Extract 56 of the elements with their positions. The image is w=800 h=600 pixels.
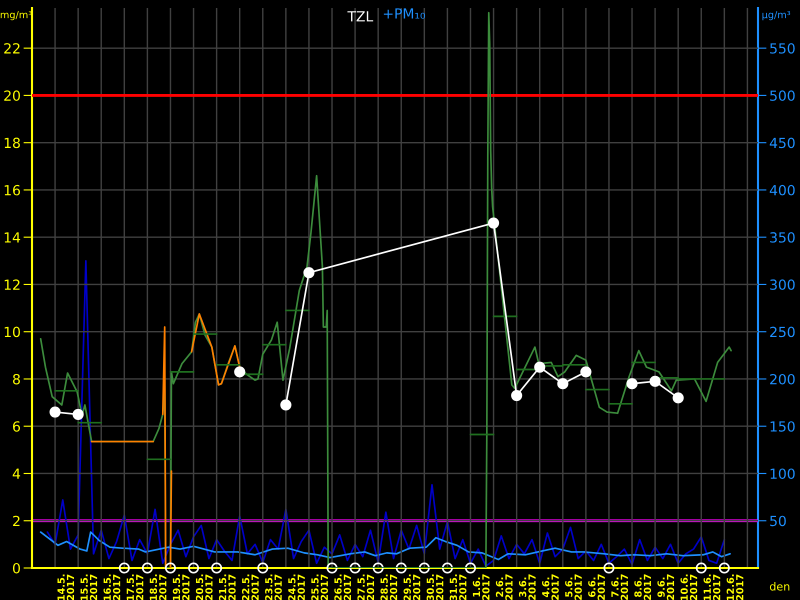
y2-tick-label: 150 <box>770 421 795 432</box>
x-tick-label: 26.5. 2017 <box>334 574 352 600</box>
y-tick-label: 10 <box>4 326 20 338</box>
x-tick-label: 27.5. 2017 <box>357 574 374 600</box>
x-tick-label: 29.5. 2017 <box>404 574 420 600</box>
y-tick-label: 16 <box>4 184 20 196</box>
y2-axis-title: µg/m³ <box>762 10 790 20</box>
x-tick-label: 21.5. 2017 <box>218 574 236 600</box>
x-tick-label: 4.6. 2017 <box>542 574 559 600</box>
x-tick-label: 2.6. 2017 <box>496 574 513 600</box>
y2-tick-label: 200 <box>770 374 795 384</box>
x-tick-label: 14.5. 2017 <box>58 574 74 600</box>
x-tick-label: 9.6. 2017 <box>657 574 674 600</box>
x-tick-label: 19.5. 2017 <box>172 574 190 600</box>
x-tick-label: 25.5. 2017 <box>311 574 328 600</box>
y-tick-label: 22 <box>4 43 20 54</box>
y2-tick-label: 550 <box>770 43 795 54</box>
y-axis-title: mg/m³ <box>0 10 32 20</box>
x-tick-label: 5.6. 2017 <box>565 574 582 600</box>
y-tick-label: 14 <box>4 232 20 242</box>
x-tick-label: 23.5. 2017 <box>265 574 282 600</box>
y-tick-label: 12 <box>4 279 20 290</box>
x-tick-label: 12.6. 2017 <box>726 574 744 600</box>
y2-tick-label: 100 <box>770 468 795 479</box>
y2-tick-label: 350 <box>770 232 795 243</box>
x-tick-label: 1.6. 2017 <box>472 574 490 600</box>
y2-tick-label: 450 <box>770 138 795 148</box>
x-tick-label: 24.5. 2017 <box>288 574 305 600</box>
y2-tick-label: 300 <box>770 279 795 290</box>
x-tick-label: 6.6. 2017 <box>588 574 605 600</box>
x-tick-label: 3.6. 2017 <box>518 574 536 600</box>
y-tick-label: 6 <box>13 421 20 432</box>
x-tick-label: 17.5. 2017 <box>126 574 144 600</box>
y-tick-label: 8 <box>12 374 20 384</box>
x-tick-label: 16.5. 2017 <box>104 574 120 600</box>
y2-tick-label: 250 <box>770 326 795 338</box>
x-axis-title: den <box>770 582 790 591</box>
x-tick-label: 18.5. 2017 <box>150 574 166 600</box>
y-tick-label: 4 <box>12 468 20 479</box>
x-tick-label: 22.5. 2017 <box>242 574 259 600</box>
y-tick-label: 20 <box>4 90 20 101</box>
chart-title: TZL <box>347 11 374 22</box>
y-tick-label: 0 <box>12 562 20 574</box>
x-tick-label: 8.6. 2017 <box>634 574 652 600</box>
y2-tick-label: 500 <box>770 90 795 101</box>
x-tick-label: 20.5. 2017 <box>196 574 213 600</box>
text: +PM₁₀ <box>384 8 426 19</box>
x-tick-label: 7.6. 2017 <box>611 574 628 600</box>
x-tick-label: 28.5. 2017 <box>380 574 398 600</box>
y-tick-label: 2 <box>13 516 20 526</box>
x-tick-label: 10.6. 2017 <box>680 574 698 600</box>
x-tick-label: 11.6. 2017 <box>704 574 720 600</box>
y2-tick-label: 50 <box>770 516 786 526</box>
x-tick-label: 15.5. 2017 <box>80 574 98 600</box>
y2-tick-label: 400 <box>770 184 795 196</box>
y-tick-label: 18 <box>4 138 20 148</box>
